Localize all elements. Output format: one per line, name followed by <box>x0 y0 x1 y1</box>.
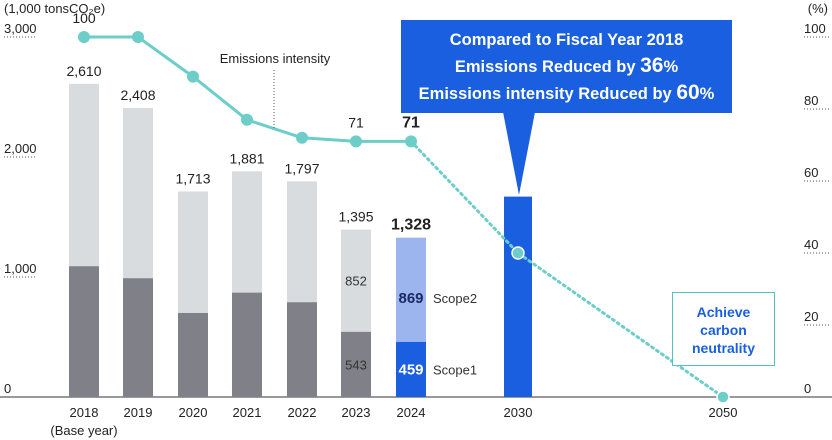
left-tick-label: 2,000 <box>4 141 37 156</box>
intensity-point-2023 <box>350 135 362 148</box>
scope1-value-2023: 543 <box>345 357 367 372</box>
left-tick-label: 1,000 <box>4 261 37 276</box>
intensity-point-2022 <box>296 131 308 144</box>
scope2-value-2023: 852 <box>345 274 367 289</box>
callout-pointer <box>503 112 535 195</box>
bar-scope2-2019 <box>123 108 153 279</box>
intensity-point-2030 <box>511 246 525 260</box>
callout-line-1: Compared to Fiscal Year 2018 <box>449 31 684 49</box>
x-tick-2030: 2030 <box>504 405 533 420</box>
x-tick-2023: 2023 <box>342 405 371 420</box>
carbon-neutrality-box: Achieve carbon neutrality <box>672 292 775 366</box>
bar-scope1-2023 <box>341 331 371 397</box>
bar-scope1-2022 <box>287 302 317 397</box>
x-tick-2019: 2019 <box>124 405 153 420</box>
intensity-point-2020 <box>187 70 199 83</box>
bar-scope1-2021 <box>232 292 262 397</box>
right-tick-label: 20 <box>804 309 818 324</box>
bar-total-label-2022: 1,797 <box>284 160 319 176</box>
right-tick-label: 80 <box>804 93 818 108</box>
left-tick-label: 3,000 <box>4 21 37 36</box>
x-tick-2021: 2021 <box>233 405 262 420</box>
intensity-point-2019 <box>132 31 144 43</box>
bar-scope1-2020 <box>178 313 208 397</box>
bar-scope1-2024 <box>396 341 426 397</box>
intensity-series-label: Emissions intensity <box>220 51 331 66</box>
bar-scope2-2020 <box>178 191 208 313</box>
scope2-legend-label: Scope2 <box>433 291 477 306</box>
intensity-point-2050 <box>716 390 730 404</box>
base-year-note: (Base year) <box>50 423 117 438</box>
right-axis-title: (%) <box>808 1 828 16</box>
scope1-value-2024: 459 <box>398 361 423 378</box>
bar-total-label-2018: 2,610 <box>66 63 101 79</box>
bar-scope2-2018 <box>69 83 99 267</box>
intensity-label-2023: 71 <box>348 114 364 130</box>
intensity-point-2018 <box>78 31 90 43</box>
scope1-legend-label: Scope1 <box>433 362 477 377</box>
x-tick-2018: 2018 <box>70 405 99 420</box>
bar-scope2-2024 <box>396 237 426 342</box>
intensity-label-2024: 71 <box>402 114 420 131</box>
intensity-label-2018: 100 <box>72 10 96 26</box>
x-tick-2024: 2024 <box>397 405 426 420</box>
scope2-value-2024: 869 <box>398 290 423 307</box>
right-tick-label: 100 <box>804 21 826 36</box>
neutrality-line-1: Achieve <box>696 304 751 320</box>
left-tick-label: 0 <box>4 381 11 396</box>
neutrality-line-3: neutrality <box>691 340 755 356</box>
target-bar-2030 <box>504 196 532 397</box>
intensity-point-2021 <box>241 113 253 126</box>
bar-scope2-2022 <box>287 181 317 303</box>
right-tick-label: 0 <box>804 381 811 396</box>
bar-total-label-2021: 1,881 <box>229 150 264 166</box>
bar-total-label-2020: 1,713 <box>175 170 210 186</box>
left-axis-title: (1,000 tonsCO₂e) <box>4 1 105 16</box>
bar-scope2-2023 <box>341 229 371 332</box>
bar-total-label-2024: 1,328 <box>391 217 431 234</box>
x-tick-2022: 2022 <box>288 405 317 420</box>
neutrality-line-2: carbon <box>700 322 747 338</box>
bar-total-label-2019: 2,408 <box>120 87 155 103</box>
bar-scope1-2019 <box>123 278 153 397</box>
x-tick-2020: 2020 <box>179 405 208 420</box>
intensity-point-2024 <box>405 135 417 148</box>
bar-scope1-2018 <box>69 266 99 397</box>
reduction-callout: Compared to Fiscal Year 2018 Emissions R… <box>401 20 732 113</box>
right-tick-label: 40 <box>804 237 818 252</box>
callout-line-3: Emissions intensity Reduced by 60% <box>418 81 715 104</box>
right-tick-label: 60 <box>804 165 818 180</box>
bar-scope2-2021 <box>232 171 262 293</box>
x-tick-2050: 2050 <box>709 405 738 420</box>
callout-line-2: Emissions Reduced by 36% <box>454 54 679 77</box>
bar-total-label-2023: 1,395 <box>338 209 373 225</box>
